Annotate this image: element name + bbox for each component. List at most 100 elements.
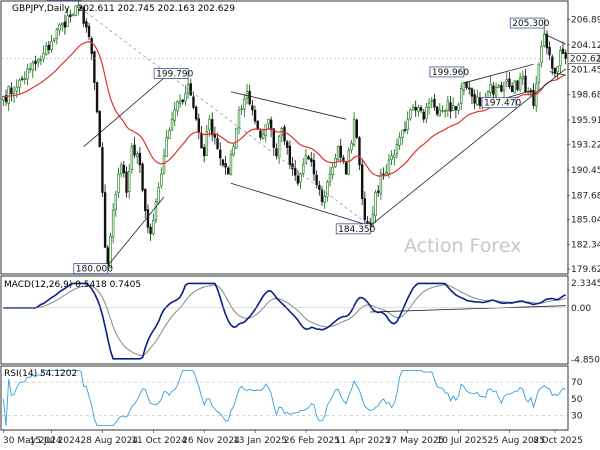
- candle-bull: [513, 80, 516, 94]
- candle-bear: [63, 21, 67, 28]
- candle-bear: [358, 137, 361, 166]
- candle-bull: [58, 24, 61, 31]
- candle-bull: [235, 127, 238, 149]
- candle-bear: [470, 88, 474, 97]
- candle-bear: [106, 247, 109, 266]
- macd-line: [3, 282, 567, 360]
- ohlc-readout: 202.611 202.745 202.163 202.629: [77, 4, 235, 14]
- candle-bear: [259, 130, 262, 138]
- candle-bull: [427, 102, 431, 108]
- candle-bull: [390, 155, 393, 160]
- candle-bull: [53, 38, 56, 41]
- rsi-layer: [2, 369, 567, 427]
- flag-lower-line: [549, 71, 566, 76]
- candle-bull: [237, 109, 241, 128]
- candle-bull: [205, 131, 209, 156]
- candle-bear: [82, 7, 85, 24]
- candle-bear: [435, 106, 439, 115]
- candle-bull: [302, 164, 305, 174]
- candle-bear: [10, 87, 13, 95]
- candle-bull: [328, 173, 332, 183]
- candle-bull: [277, 135, 281, 158]
- candle-bear: [181, 99, 184, 103]
- candle-bear: [532, 90, 535, 106]
- candle-bull: [438, 109, 442, 117]
- candle-bear: [227, 167, 230, 175]
- candle-bear: [478, 97, 482, 107]
- candle-bear: [133, 144, 136, 156]
- candle-bear: [4, 95, 8, 103]
- candle-bear: [382, 173, 385, 176]
- candle-bull: [111, 210, 115, 238]
- candle-bear: [510, 85, 514, 93]
- candle-bull: [267, 118, 270, 124]
- candle-bull: [36, 58, 40, 63]
- candle-bear: [360, 164, 364, 199]
- candle-bull: [7, 86, 10, 104]
- y-tick-label: 195.910: [571, 116, 600, 126]
- candle-bear: [272, 128, 275, 148]
- candle-bear: [149, 226, 152, 234]
- candle-bull: [31, 62, 34, 71]
- candle-bull: [462, 82, 466, 91]
- candle-bear: [194, 106, 198, 120]
- level-label-box: [153, 68, 189, 79]
- candle-bull: [18, 79, 21, 88]
- candle-bull: [505, 79, 508, 83]
- candle-bull: [130, 146, 134, 170]
- candle-bull: [559, 50, 562, 66]
- candle-bear: [122, 164, 126, 174]
- y-tick-label: 190.450: [571, 166, 600, 176]
- candle-bear: [339, 145, 342, 158]
- y-tick-label: 201.450: [571, 65, 600, 75]
- candle-bull: [208, 118, 211, 131]
- x-tick-label: 11 Oct 2024: [131, 436, 187, 446]
- candle-bull: [28, 68, 32, 70]
- candle-bull: [443, 109, 447, 112]
- candle-bull: [352, 118, 356, 145]
- flag-upper-line: [544, 33, 566, 45]
- candle-bear: [473, 94, 476, 104]
- watermark: Action Forex: [404, 235, 521, 257]
- candle-bull: [430, 100, 433, 102]
- level-label: 180.000: [76, 265, 113, 275]
- candle-bear: [553, 67, 557, 74]
- candle-bear: [449, 102, 452, 112]
- level-label-box: [481, 97, 517, 109]
- candle-bear: [419, 107, 423, 111]
- candle-bear: [310, 158, 313, 162]
- candle-bull: [374, 192, 377, 216]
- macd-tick-label: 0.00: [571, 304, 591, 314]
- candle-bear: [189, 83, 192, 96]
- candle-bear: [403, 129, 407, 131]
- candle-bear: [355, 119, 358, 138]
- candle-bear: [221, 159, 225, 166]
- rising-support-line: [369, 68, 566, 227]
- candle-bear: [318, 184, 321, 190]
- y-tick-label: 179.620: [571, 265, 600, 275]
- candle-bear: [500, 84, 503, 92]
- candle-bull: [168, 130, 171, 139]
- candle-bear: [224, 163, 227, 168]
- candle-bear: [433, 98, 436, 108]
- candle-bear: [146, 209, 150, 228]
- candle-bear: [492, 85, 495, 95]
- rsi-panel-frame: [0, 365, 569, 431]
- candle-bull: [371, 213, 375, 227]
- candle-bull: [160, 173, 163, 187]
- candle-bear: [516, 80, 519, 90]
- macd-tick-label: -4.8502: [571, 355, 600, 365]
- candle-bear: [524, 75, 527, 93]
- falling-channel-upper: [230, 91, 347, 120]
- candle-bear: [342, 157, 345, 161]
- candle-bear: [101, 147, 104, 193]
- candle-bull: [162, 155, 166, 174]
- y-tick-label: 198.680: [571, 91, 600, 101]
- candle-bear: [545, 33, 549, 49]
- candle-bear: [95, 82, 99, 113]
- x-tick-label: 10 Jul 2025: [437, 436, 488, 446]
- candle-bull: [518, 77, 522, 91]
- candle-bull: [229, 153, 233, 175]
- candle-bull: [243, 98, 246, 110]
